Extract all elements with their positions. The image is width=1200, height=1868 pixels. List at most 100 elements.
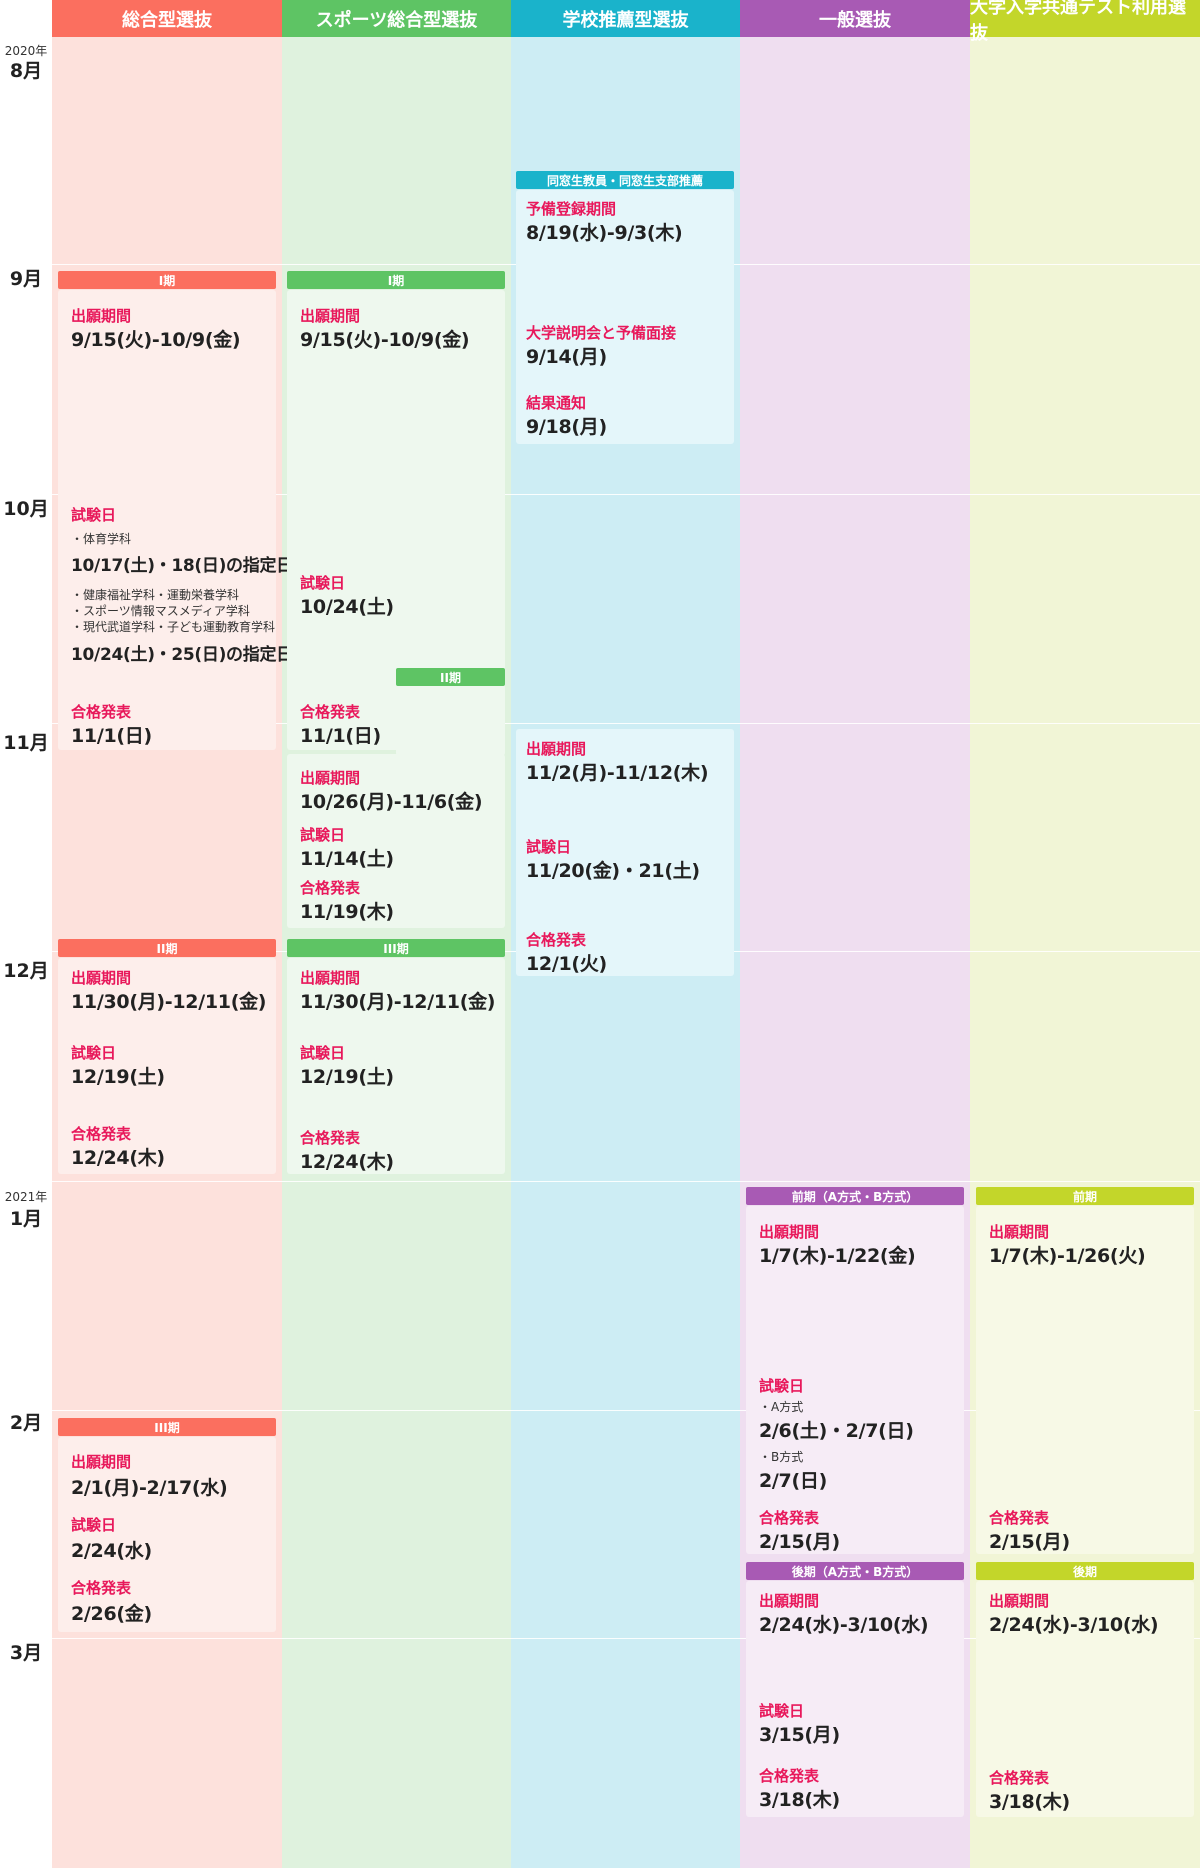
ippan-late-card [746, 1581, 964, 1817]
month-line-mar [52, 1638, 1200, 1639]
month-line-nov [52, 723, 1200, 724]
month-label-nov: 11月 [3, 732, 49, 754]
kyotsu-late-card [976, 1581, 1194, 1817]
suisen-alumni-card [516, 190, 734, 444]
column-header-sports: スポーツ総合型選抜 [282, 0, 511, 37]
ippan-early-exam-value-b: 2/7(日) [759, 1470, 827, 1492]
kyotsu-late-result-label: 合格発表 [989, 1769, 1050, 1787]
sogo-p2-result-value: 12/24(木) [71, 1147, 165, 1169]
ippan-early-card [746, 1206, 964, 1554]
sogo-p1-exam-note2: ・健康福祉学科・運動栄養学科 [71, 588, 240, 602]
month-label-jan: 1月 [9, 1208, 43, 1230]
sogo-p2-exam-label: 試験日 [71, 1044, 117, 1062]
ippan-early-tag: 前期（A方式・B方式） [746, 1187, 964, 1205]
ippan-late-exam-value: 3/15(月) [759, 1724, 840, 1746]
suisen-alumni-tag: 同窓生教員・同窓生支部推薦 [516, 171, 734, 189]
sogo-p1-result-value: 11/1(日) [71, 725, 152, 747]
suisen-result-value: 12/1(火) [526, 953, 607, 975]
year-label-2020: 2020年 [4, 44, 48, 58]
ippan-early-apply-value: 1/7(木)-1/22(金) [759, 1245, 916, 1267]
sogo-period2-tag: II期 [58, 939, 276, 957]
sogo-p1-exam-value1: 10/17(土)・18(日)の指定日 [71, 556, 293, 576]
suisen-prereg-value: 8/19(水)-9/3(木) [526, 222, 683, 244]
sogo-p1-exam-label: 試験日 [71, 506, 117, 524]
sports-p1-exam-label: 試験日 [300, 574, 346, 592]
kyotsu-late-tag: 後期 [976, 1562, 1194, 1580]
sogo-p3-result-value: 2/26(金) [71, 1603, 152, 1625]
column-header-kyotsu: 大学入学共通テスト利用選抜 [970, 0, 1200, 44]
sports-p2-apply-value: 10/26(月)-11/6(金) [300, 791, 483, 813]
ippan-late-result-label: 合格発表 [759, 1767, 820, 1785]
sogo-p2-apply-value: 11/30(月)-12/11(金) [71, 991, 267, 1013]
sogo-period1-card [58, 290, 276, 750]
suisen-notice-label: 結果通知 [526, 394, 587, 412]
sports-p2-exam-value: 11/14(土) [300, 848, 394, 870]
month-label-dec: 12月 [3, 960, 49, 982]
ippan-early-exam-label: 試験日 [759, 1377, 805, 1395]
sports-p1-exam-value: 10/24(土) [300, 596, 394, 618]
sogo-p1-apply-value: 9/15(火)-10/9(金) [71, 329, 241, 351]
sogo-p2-result-label: 合格発表 [71, 1125, 132, 1143]
month-label-sep: 9月 [9, 268, 43, 290]
sogo-p1-result-label: 合格発表 [71, 703, 132, 721]
kyotsu-late-apply-value: 2/24(水)-3/10(水) [989, 1614, 1159, 1636]
sogo-p3-apply-value: 2/1(月)-2/17(水) [71, 1477, 228, 1499]
month-label-mar: 3月 [9, 1642, 43, 1664]
sogo-p3-apply-label: 出願期間 [71, 1453, 132, 1471]
sports-period3-tag: III期 [287, 939, 505, 957]
suisen-prereg-label: 予備登録期間 [526, 200, 617, 218]
suisen-exam-value: 11/20(金)・21(土) [526, 860, 700, 882]
kyotsu-late-apply-label: 出願期間 [989, 1592, 1050, 1610]
kyotsu-early-result-label: 合格発表 [989, 1509, 1050, 1527]
suisen-apply-label: 出願期間 [526, 740, 587, 758]
suisen-notice-value: 9/18(月) [526, 416, 607, 438]
ippan-early-exam-note-a: ・A方式 [759, 1400, 804, 1414]
sports-period3-card [287, 958, 505, 1174]
kyotsu-early-card [976, 1206, 1194, 1554]
suisen-briefing-label: 大学説明会と予備面接 [526, 324, 677, 342]
sports-period1-tag: I期 [287, 271, 505, 289]
sogo-p3-exam-label: 試験日 [71, 1516, 117, 1534]
sogo-p3-result-label: 合格発表 [71, 1579, 132, 1597]
sogo-p1-exam-note1: ・体育学科 [71, 532, 132, 546]
kyotsu-early-result-value: 2/15(月) [989, 1531, 1070, 1553]
month-line-oct [52, 494, 1200, 495]
sogo-period3-tag: III期 [58, 1418, 276, 1436]
month-label-oct: 10月 [3, 498, 49, 520]
sogo-p1-exam-note4: ・現代武道学科・子ども運動教育学科 [71, 620, 276, 634]
sports-period2-card-upper [396, 686, 505, 756]
ippan-late-apply-label: 出願期間 [759, 1592, 820, 1610]
sogo-period3-card [58, 1437, 276, 1632]
suisen-apply-value: 11/2(月)-11/12(木) [526, 762, 709, 784]
sogo-p2-exam-value: 12/19(土) [71, 1066, 165, 1088]
ippan-early-exam-note-b: ・B方式 [759, 1450, 804, 1464]
ippan-early-apply-label: 出願期間 [759, 1223, 820, 1241]
sports-p2-result-label: 合格発表 [300, 879, 361, 897]
ippan-early-result-value: 2/15(月) [759, 1531, 840, 1553]
sports-p1-apply-value: 9/15(火)-10/9(金) [300, 329, 470, 351]
month-label-feb: 2月 [9, 1412, 43, 1434]
ippan-late-tag: 後期（A方式・B方式） [746, 1562, 964, 1580]
sports-p3-exam-label: 試験日 [300, 1044, 346, 1062]
year-label-2021: 2021年 [4, 1190, 48, 1204]
month-label-aug: 8月 [9, 60, 43, 82]
suisen-main-card [516, 729, 734, 976]
kyotsu-early-apply-label: 出願期間 [989, 1223, 1050, 1241]
suisen-briefing-value: 9/14(月) [526, 346, 607, 368]
month-line-feb [52, 1410, 1200, 1411]
kyotsu-early-tag: 前期 [976, 1187, 1194, 1205]
sogo-p1-exam-value2: 10/24(土)・25(日)の指定日 [71, 645, 293, 665]
sports-period2-tag: II期 [396, 668, 505, 686]
sogo-period1-tag: I期 [58, 271, 276, 289]
column-header-suisen: 学校推薦型選抜 [511, 0, 740, 37]
sogo-p1-exam-note3: ・スポーツ情報マスメディア学科 [71, 604, 250, 618]
ippan-late-exam-label: 試験日 [759, 1702, 805, 1720]
sogo-p1-apply-label: 出願期間 [71, 307, 132, 325]
ippan-late-apply-value: 2/24(水)-3/10(水) [759, 1614, 929, 1636]
sogo-p2-apply-label: 出願期間 [71, 969, 132, 987]
sports-p2-apply-label: 出願期間 [300, 769, 361, 787]
month-line-jan [52, 1181, 1200, 1182]
sports-p3-result-label: 合格発表 [300, 1129, 361, 1147]
sports-p3-result-value: 12/24(木) [300, 1151, 394, 1173]
column-header-sogo: 総合型選抜 [52, 0, 282, 37]
